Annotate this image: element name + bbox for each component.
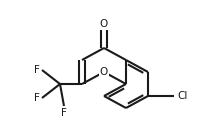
- Text: F: F: [61, 108, 67, 118]
- Text: F: F: [34, 93, 40, 103]
- Text: O: O: [99, 19, 108, 29]
- Text: O: O: [99, 67, 108, 77]
- Text: Cl: Cl: [176, 91, 186, 101]
- Text: F: F: [34, 65, 40, 75]
